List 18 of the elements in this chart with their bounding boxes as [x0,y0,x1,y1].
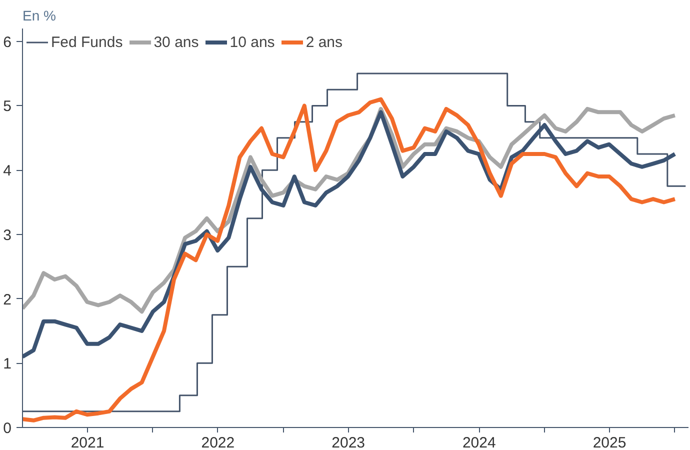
x-tick-label: 2021 [70,434,104,450]
x-tick-label: 2024 [462,434,496,450]
y-tick-label: 3 [3,226,12,244]
y-tick-label: 6 [3,34,12,51]
line-series [22,106,677,314]
legend-label: 2 ans [306,34,343,50]
y-tick-label: 1 [3,356,12,373]
legend-label: 10 ans [230,34,275,50]
y-tick-label: 2 [3,291,12,308]
legend-label: 30 ans [154,34,199,50]
x-tick-label: 2023 [332,434,366,450]
y-tick-label: 4 [3,162,12,180]
legend-label: Fed Funds [51,34,123,50]
x-tick-label: 2025 [592,434,626,450]
x-tick-label: 2022 [201,434,235,450]
y-axis-title: En % [22,8,56,24]
y-tick-label: 5 [3,98,12,116]
y-tick-label: 0 [3,420,12,437]
